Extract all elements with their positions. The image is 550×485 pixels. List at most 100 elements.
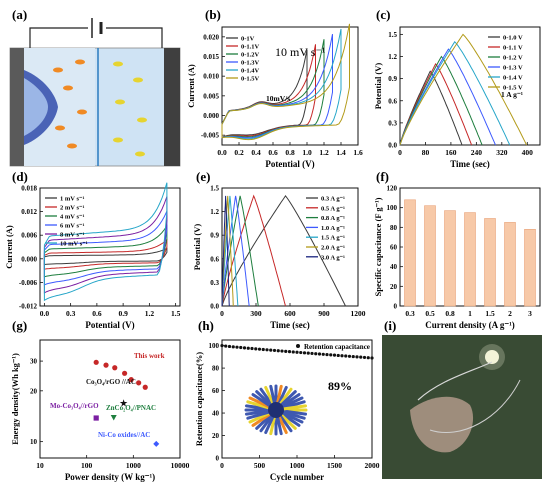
panel-label-b: (b) <box>205 7 221 22</box>
legend-label: 0-1.1V <box>241 44 260 51</box>
cv-curve <box>43 210 168 286</box>
y-tick-label: 80 <box>390 224 398 232</box>
x-axis-label: Potential (V) <box>85 320 134 330</box>
series-label-mo-co3o4: Mo-Co₃O₄//rGO <box>50 402 99 410</box>
x-tick-label: 1000 <box>290 461 305 470</box>
chart-cv-voltage-windows: 0.0 0.2 0.4 0.6 0.8 1.0 1.2 1.4 1.6 -0.005 0.000 0.… <box>186 23 363 169</box>
retention-annotation: 89% <box>328 379 352 393</box>
y-tick-label: 0 <box>394 303 398 311</box>
panel-labels: (a) (b) (c) (d) (e) (f) (g) (h) (i) <box>12 7 396 333</box>
x-tick-label: 80 <box>422 148 430 157</box>
y-tick-label: 0.006 <box>21 232 37 240</box>
x-axis-label: Power density (W kg⁻¹) <box>65 472 155 482</box>
x-tick-label: 1200 <box>351 309 366 318</box>
retention-point <box>250 346 254 351</box>
retention-point <box>257 347 262 351</box>
legend-label: 3.0 A g⁻¹ <box>321 254 345 261</box>
x-tick-label: 0.8 <box>445 309 455 318</box>
x-tick-label: 0.6 <box>268 148 278 157</box>
y-tick-label: 1.2 <box>388 53 397 61</box>
led-light-icon <box>485 350 499 364</box>
y-tick-label: 20 <box>212 432 220 440</box>
x-tick-label: 1500 <box>327 461 342 470</box>
x-tick-label: 3 <box>528 309 532 318</box>
retention-point <box>370 356 374 360</box>
x-tick-label: 500 <box>254 461 266 470</box>
y-tick-label: 1.5 <box>210 185 219 193</box>
hand-shape-icon <box>410 396 474 453</box>
legend-label: 0.8 A g⁻¹ <box>321 215 345 222</box>
y-tick-label: 0.000 <box>203 112 219 120</box>
y-tick-label: 100 <box>387 204 398 212</box>
gcd-curve <box>399 40 511 146</box>
retention-point <box>329 353 333 357</box>
x-tick-label: 900 <box>318 309 330 318</box>
panel-label-a: (a) <box>12 7 27 22</box>
gcd-curve <box>221 194 286 307</box>
chart-cycling-stability: 0 500 1000 1500 2000 0 20 40 60 80 100 Cycle number… <box>194 339 380 482</box>
y-tick-label: 0.020 <box>203 33 219 41</box>
y-axis-label: Energy density(Wh kg⁻¹) <box>10 353 20 445</box>
x-axis-label: Time (sec) <box>450 159 490 169</box>
left-wire <box>29 27 88 48</box>
ragone-point <box>153 440 160 447</box>
y-tick-label: 120 <box>387 185 398 193</box>
y-tick-label: 80 <box>212 365 220 373</box>
retention-point <box>310 351 314 356</box>
gcd-curve <box>399 55 483 146</box>
x-tick-label: 10000 <box>171 461 190 470</box>
gcd-curve <box>221 195 239 307</box>
y-axis-label: Potential (V) <box>373 63 383 110</box>
y-tick-label: 0.0 <box>210 303 219 311</box>
led-glow-icon <box>479 344 505 370</box>
x-tick-label: 2 <box>508 309 512 318</box>
y-tick-label: 60 <box>390 244 398 252</box>
ragone-point <box>103 362 109 368</box>
capacitance-bar <box>404 199 416 307</box>
wire-icon <box>429 379 521 434</box>
panel-label-f: (f) <box>376 169 389 184</box>
chart-gcd-voltage-windows: 0 80 160 240 320 400 0.0 0.3 0.6 0.9 1.2 1.5 Time (s… <box>373 26 541 169</box>
scan-rate-annotation: 10mV/s <box>266 94 290 103</box>
capacitance-bar <box>444 210 456 307</box>
y-tick-label: 0.015 <box>203 53 219 61</box>
y-axis-label: Potential (V) <box>192 224 202 271</box>
retention-point <box>242 346 247 350</box>
gcd-curve <box>221 195 230 307</box>
retention-point <box>284 349 288 353</box>
x-tick-label: 0 <box>398 148 402 157</box>
y-tick-label: 30 <box>30 358 38 366</box>
legend-label: 1 mV s⁻¹ <box>60 196 84 203</box>
y-tick-label: 0.9 <box>210 232 219 240</box>
plot-frame <box>39 187 181 307</box>
y-tick-label: 1.5 <box>388 31 397 39</box>
x-tick-label: 0.6 <box>92 309 102 318</box>
gcd-curve <box>399 33 528 146</box>
current-density-annotation: 1 A g⁻¹ <box>501 90 523 99</box>
cv-curve <box>43 224 168 278</box>
chart-ragone: 10 100 1000 10000 10 20 30 Power density (W kg⁻… <box>10 339 190 482</box>
legend-label: 2.0 A g⁻¹ <box>321 245 345 252</box>
y-tick-label: 0.012 <box>21 208 37 216</box>
y-tick-label: 0 <box>216 455 220 463</box>
legend-label: 0-1.3 V <box>503 65 523 72</box>
capacitance-bar <box>484 218 496 307</box>
retention-point <box>224 344 228 348</box>
retention-point <box>276 349 280 353</box>
x-tick-label: 0.3 <box>66 309 76 318</box>
retention-point <box>355 355 359 359</box>
retention-point <box>347 354 352 358</box>
x-axis-label: Potential (V) <box>265 159 314 169</box>
capacitance-bar <box>464 212 476 307</box>
chart-cv-scan-rates: 0.0 0.3 0.6 0.9 1.2 1.5 -0.012 -0.006 0.000 0.006… <box>4 182 181 330</box>
legend-label: 4 mV s⁻¹ <box>60 214 84 221</box>
ion-icon <box>63 85 73 91</box>
retention-point <box>336 353 340 358</box>
ragone-point: ★ <box>119 399 128 410</box>
chart-specific-capacitance: 0 20 40 60 80 100 120 0.3 0.5 0.8 1 1.5 2 3 Current de… <box>373 185 541 330</box>
ion-icon <box>113 137 123 143</box>
ragone-point <box>128 377 134 383</box>
panel-label-c: (c) <box>376 7 390 22</box>
ion-icon <box>137 117 147 123</box>
x-tick-label: 1.5 <box>485 309 495 318</box>
